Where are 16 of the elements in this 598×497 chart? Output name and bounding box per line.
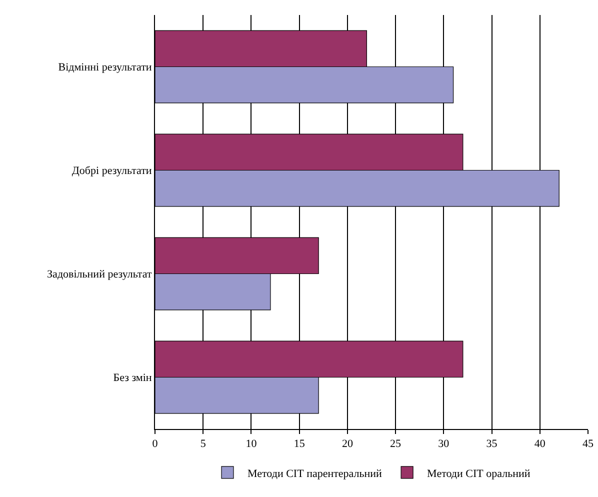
x-tick-label: 35 (486, 438, 498, 450)
y-tick-label: Задовільний результат (47, 268, 152, 281)
y-tick-label: Без змін (113, 372, 152, 384)
x-tick-label: 40 (534, 438, 546, 450)
x-tick-label: 30 (438, 438, 450, 450)
x-tick-label: 10 (246, 438, 258, 450)
legend-label: Методи СІТ оральний (427, 468, 530, 480)
x-tick-label: 20 (342, 438, 354, 450)
y-tick-label: Добрі результати (72, 165, 152, 178)
y-tick-label: Відмінні результати (58, 62, 152, 74)
x-tick-label: 15 (294, 438, 306, 450)
legend-label: Методи СІТ парентеральний (248, 468, 382, 480)
x-tick-label: 0 (152, 438, 158, 450)
x-tick-label: 25 (390, 438, 402, 450)
x-tick-label: 5 (200, 438, 206, 450)
x-tick-label: 45 (582, 438, 594, 450)
